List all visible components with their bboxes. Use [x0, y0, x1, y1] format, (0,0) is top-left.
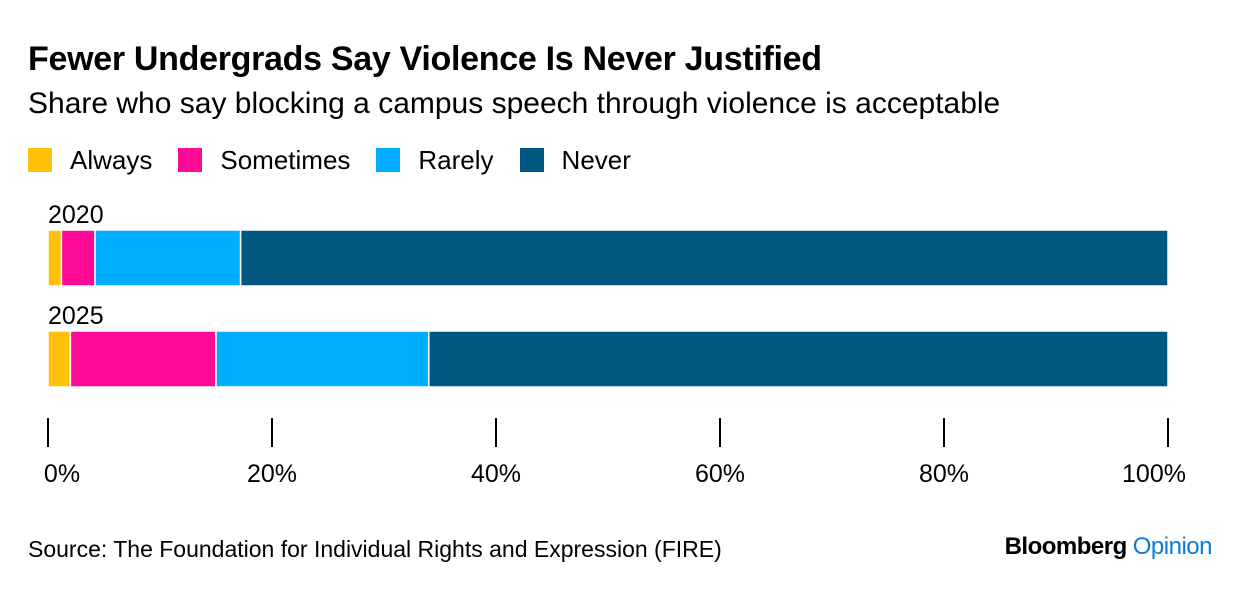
bar-2020-rarely	[94, 229, 242, 287]
legend-swatch-always	[28, 148, 52, 172]
category-label-2020: 2020	[48, 201, 104, 229]
x-tick-label: 40%	[471, 460, 521, 488]
x-tick-label: 20%	[247, 460, 297, 488]
bar-2025-sometimes	[69, 330, 217, 388]
legend-swatch-rarely	[376, 148, 401, 172]
category-label-2025: 2025	[48, 302, 104, 330]
legend-label-rarely: Rarely	[418, 144, 494, 175]
bar-2020-sometimes	[60, 229, 96, 287]
x-tick-label: 80%	[919, 460, 969, 488]
legend-label-sometimes: Sometimes	[220, 144, 351, 175]
legend-item-never: Never	[519, 144, 631, 176]
x-tick-label: 100%	[1122, 460, 1186, 488]
chart-subtitle: Share who say blocking a campus speech t…	[28, 87, 1001, 120]
legend-item-sometimes: Sometimes	[178, 145, 350, 176]
bar-2025-rarely	[215, 330, 430, 388]
brand-logo: Bloomberg Opinion	[1004, 533, 1213, 561]
legend-label-never: Never	[561, 144, 631, 175]
x-tick-label: 60%	[695, 460, 745, 488]
x-tick-label: 0%	[44, 460, 80, 488]
brand-primary: Bloomberg	[1004, 533, 1128, 560]
legend-label-always: Always	[70, 144, 153, 175]
legend-swatch-never	[519, 148, 544, 172]
source-note: Source: The Foundation for Individual Ri…	[28, 536, 722, 562]
legend-swatch-sometimes	[178, 148, 203, 172]
bar-2025-always	[47, 330, 72, 388]
brand-secondary: Opinion	[1132, 533, 1213, 560]
chart-title: Fewer Undergrads Say Violence Is Never J…	[28, 40, 822, 78]
legend-item-rarely: Rarely	[376, 144, 494, 176]
bar-2025-never	[428, 330, 1169, 388]
legend: Always Sometimes Rarely Never	[28, 143, 657, 177]
bar-2020-never	[239, 229, 1169, 287]
legend-item-always: Always	[28, 145, 152, 176]
bar-2020-always	[47, 229, 63, 287]
